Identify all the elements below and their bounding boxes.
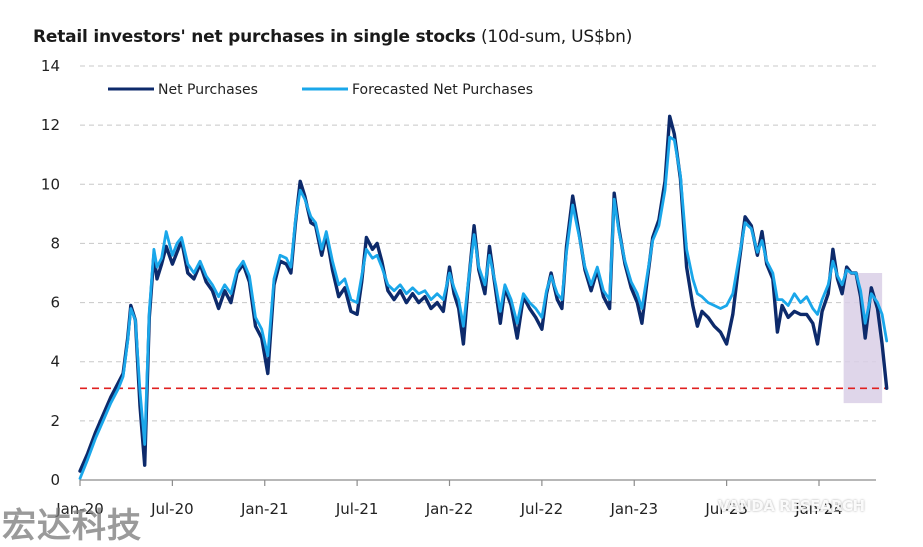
x-tick-label: Jul-21 (335, 500, 379, 518)
y-tick-label: 6 (50, 294, 60, 312)
watermark-chinese: 宏达科技 (2, 506, 142, 546)
y-tick-label: 10 (41, 175, 60, 193)
y-tick-label: 0 (50, 471, 60, 489)
highlight-region (843, 273, 883, 404)
y-tick-label: 4 (50, 353, 60, 371)
series-net-purchases (78, 114, 889, 473)
x-tick-label: Jul-23 (704, 500, 748, 518)
watermark-source: VANDA RESEARCH (718, 497, 865, 515)
x-tick-label: Jul-20 (150, 500, 194, 518)
legend-label: Net Purchases (158, 82, 258, 98)
legend-label: Forecasted Net Purchases (352, 82, 533, 98)
chart-title-main: Retail investors' net purchases in singl… (33, 27, 476, 47)
y-tick-label: 8 (50, 234, 60, 252)
x-tick-label: Jan-24 (794, 500, 843, 518)
x-tick-label: Jul-22 (520, 500, 564, 518)
x-tick-label: Jan-21 (240, 500, 289, 518)
y-tick-label: 2 (50, 412, 60, 430)
highlight-region-layer (843, 273, 883, 404)
x-tick-label: Jan-23 (609, 500, 658, 518)
chart-title-suffix: (10d-sum, US$bn) (480, 27, 633, 47)
series-forecasted-net-purchases (78, 135, 889, 480)
x-tick-label: Jan-22 (425, 500, 474, 518)
x-tick-label: Jan-20 (55, 500, 104, 518)
chart-title: Retail investors' net purchases in singl… (33, 27, 632, 47)
y-axis: 0 2 4 6 8 10 12 14 (41, 57, 60, 489)
series-layer (78, 114, 889, 480)
y-tick-label: 14 (41, 57, 60, 75)
gridlines (80, 65, 876, 422)
x-axis: Jan-20 Jul-20 Jan-21 Jul-21 Jan-22 Jul-22 Jan-… (55, 479, 876, 518)
legend: Net Purchases Forecasted Net Purchases (108, 82, 533, 98)
y-tick-label: 12 (41, 116, 60, 134)
